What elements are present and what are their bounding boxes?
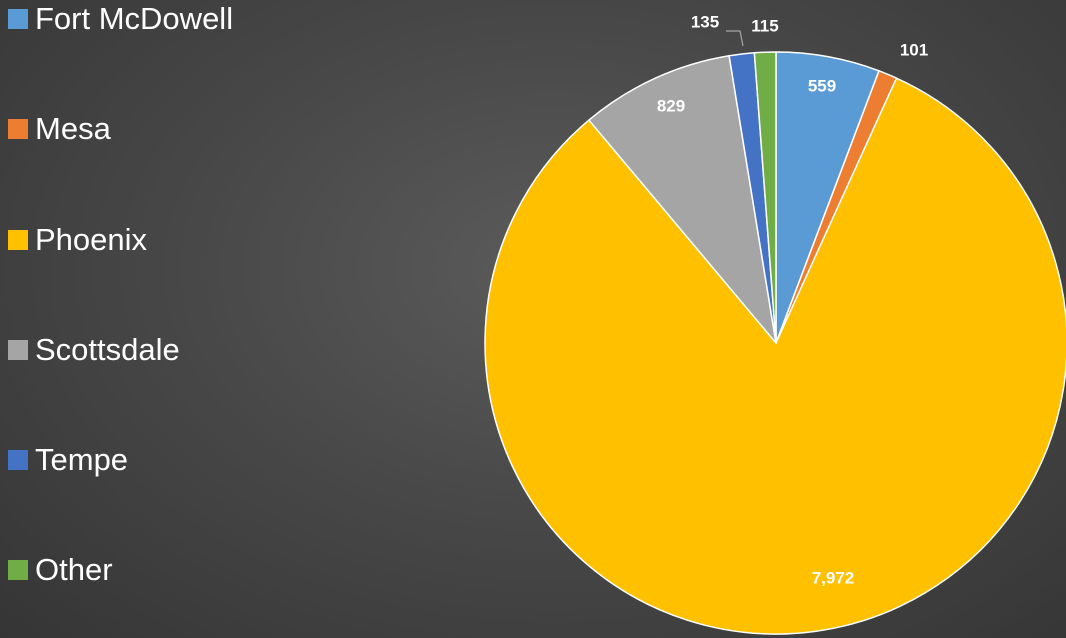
legend-item-scottsdale: Scottsdale bbox=[8, 332, 180, 368]
legend-item-phoenix: Phoenix bbox=[8, 222, 147, 258]
leader-line-tempe bbox=[726, 30, 744, 47]
chart-legend: Fort McDowell Mesa Phoenix Scottsdale Te… bbox=[0, 0, 300, 638]
data-label-phoenix: 7,972 bbox=[812, 568, 855, 587]
legend-swatch-other bbox=[8, 560, 28, 580]
data-label-fort-mcdowell: 559 bbox=[808, 76, 836, 95]
pie-slices bbox=[484, 51, 1066, 635]
legend-swatch-fort-mcdowell bbox=[8, 9, 28, 29]
pie-slice-other bbox=[753, 51, 777, 344]
data-label-tempe: 135 bbox=[691, 12, 719, 31]
leader-lines bbox=[726, 30, 744, 47]
data-labels: 559 101 7,972 829 135 115 bbox=[657, 12, 928, 587]
legend-label-scottsdale: Scottsdale bbox=[35, 332, 180, 367]
legend-label-tempe: Tempe bbox=[35, 442, 129, 477]
data-label-other: 115 bbox=[751, 16, 778, 35]
legend-swatch-scottsdale bbox=[8, 340, 28, 360]
legend-item-mesa: Mesa bbox=[8, 111, 111, 147]
pie-slice-scottsdale bbox=[588, 55, 777, 344]
legend-label-phoenix: Phoenix bbox=[35, 222, 148, 257]
legend-item-other: Other bbox=[8, 552, 113, 588]
pie-slice-phoenix bbox=[484, 77, 1066, 635]
legend-label-fort-mcdowell: Fort McDowell bbox=[35, 1, 234, 36]
data-label-mesa: 101 bbox=[900, 40, 928, 59]
data-label-scottsdale: 829 bbox=[657, 96, 685, 115]
legend-item-fort-mcdowell: Fort McDowell bbox=[8, 1, 233, 37]
legend-label-mesa: Mesa bbox=[35, 111, 111, 146]
legend-label-other: Other bbox=[35, 552, 113, 587]
legend-swatch-phoenix bbox=[8, 230, 28, 250]
legend-item-tempe: Tempe bbox=[8, 442, 128, 478]
legend-swatch-mesa bbox=[8, 119, 28, 139]
legend-swatch-tempe bbox=[8, 450, 28, 470]
